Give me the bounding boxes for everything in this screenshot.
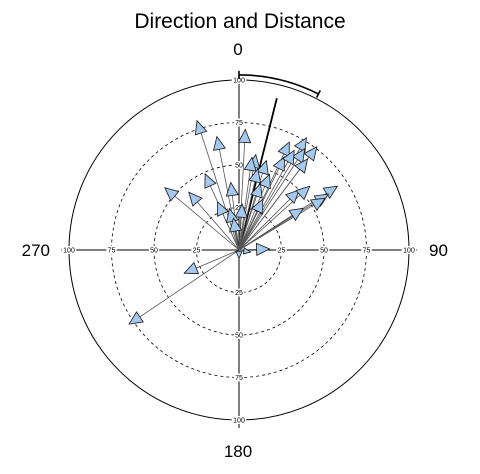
data-line [164, 187, 240, 251]
data-point-arrow [255, 242, 271, 257]
data-point-arrow [243, 156, 257, 172]
data-point-arrow [164, 187, 180, 202]
data-point-arrow [291, 148, 306, 164]
data-line [238, 197, 326, 251]
tick-label-bg [233, 331, 245, 339]
data-point-arrow [277, 141, 290, 158]
direction-label-east: 90 [429, 241, 448, 260]
data-point-arrow [237, 128, 252, 144]
tick-label: 100 [63, 248, 75, 255]
data-line [238, 158, 308, 251]
tick-label-bg [233, 288, 245, 297]
data-point-arrow [235, 251, 243, 260]
data-point-arrow [216, 201, 230, 217]
data-vectors [128, 119, 339, 325]
tick-label-bg [231, 76, 247, 84]
tick-label-bg [401, 246, 417, 254]
tick-label: 25 [235, 290, 243, 297]
tick-label: 75 [363, 248, 371, 255]
data-point-arrow [256, 159, 269, 176]
tick-label: 25 [235, 205, 243, 212]
tick-label: 25 [278, 248, 286, 255]
data-line [238, 186, 311, 251]
tick-label-bg [318, 246, 330, 254]
data-point-arrow [295, 185, 311, 201]
data-point-arrow [288, 207, 305, 222]
direction-label-south: 180 [224, 442, 252, 461]
data-point-arrow [258, 173, 271, 190]
mean-arc-cap [315, 90, 322, 98]
data-point-arrow [250, 182, 263, 199]
data-point-arrow [234, 203, 248, 219]
tick-label-bg [191, 246, 202, 254]
data-point-arrow [248, 167, 262, 184]
data-point-arrow [188, 191, 203, 207]
data-point-arrow [212, 135, 226, 151]
tick-label: 50 [235, 333, 243, 340]
tick-label-bg [233, 118, 245, 127]
tick-label-bg [233, 373, 245, 382]
data-line [238, 174, 270, 251]
data-point-arrow [128, 311, 144, 325]
data-point-arrow [293, 136, 307, 153]
data-point-arrow [322, 185, 339, 199]
tick-label-bg [106, 246, 117, 254]
tick-label: 75 [235, 375, 243, 382]
data-point-arrow [251, 198, 264, 215]
data-point-arrow [229, 217, 243, 233]
data-point-arrow [284, 189, 300, 205]
tick-label: 75 [108, 248, 116, 255]
data-point-arrow [310, 197, 326, 211]
tick-label-bg [276, 246, 287, 254]
tick-label: 100 [403, 248, 415, 255]
data-point-arrow [303, 146, 318, 162]
data-point-arrow [194, 119, 208, 136]
data-line [128, 249, 240, 325]
tick-label: 100 [233, 78, 245, 85]
tick-label-bg [233, 161, 245, 169]
data-point-arrow [225, 181, 239, 197]
tick-label: 50 [150, 248, 158, 255]
tick-label-bg [233, 203, 245, 212]
data-line [238, 168, 259, 251]
tick-label-bg [148, 246, 160, 254]
tick-label: 75 [235, 120, 243, 127]
data-point-arrow [183, 261, 200, 275]
data-point-arrow [272, 155, 285, 172]
data-line [238, 157, 253, 251]
data-line [238, 148, 306, 251]
data-point-arrow [204, 173, 217, 189]
tick-label: 50 [235, 163, 243, 170]
data-line [238, 189, 300, 251]
tick-label: 100 [233, 418, 245, 425]
tick-label: 25 [193, 248, 201, 255]
data-point-arrow [281, 149, 295, 166]
data-point-arrow [294, 158, 309, 174]
direction-label-west: 270 [22, 241, 50, 260]
tick-label: 50 [320, 248, 328, 255]
data-line [238, 150, 295, 251]
tick-label-bg [361, 246, 372, 254]
mean-arc [238, 74, 319, 95]
data-point-arrow [242, 247, 252, 255]
direction-label-north: 0 [233, 40, 242, 59]
tick-label-bg [61, 246, 77, 254]
chart-title: Direction and Distance [134, 10, 345, 33]
tick-label-bg [231, 416, 247, 424]
